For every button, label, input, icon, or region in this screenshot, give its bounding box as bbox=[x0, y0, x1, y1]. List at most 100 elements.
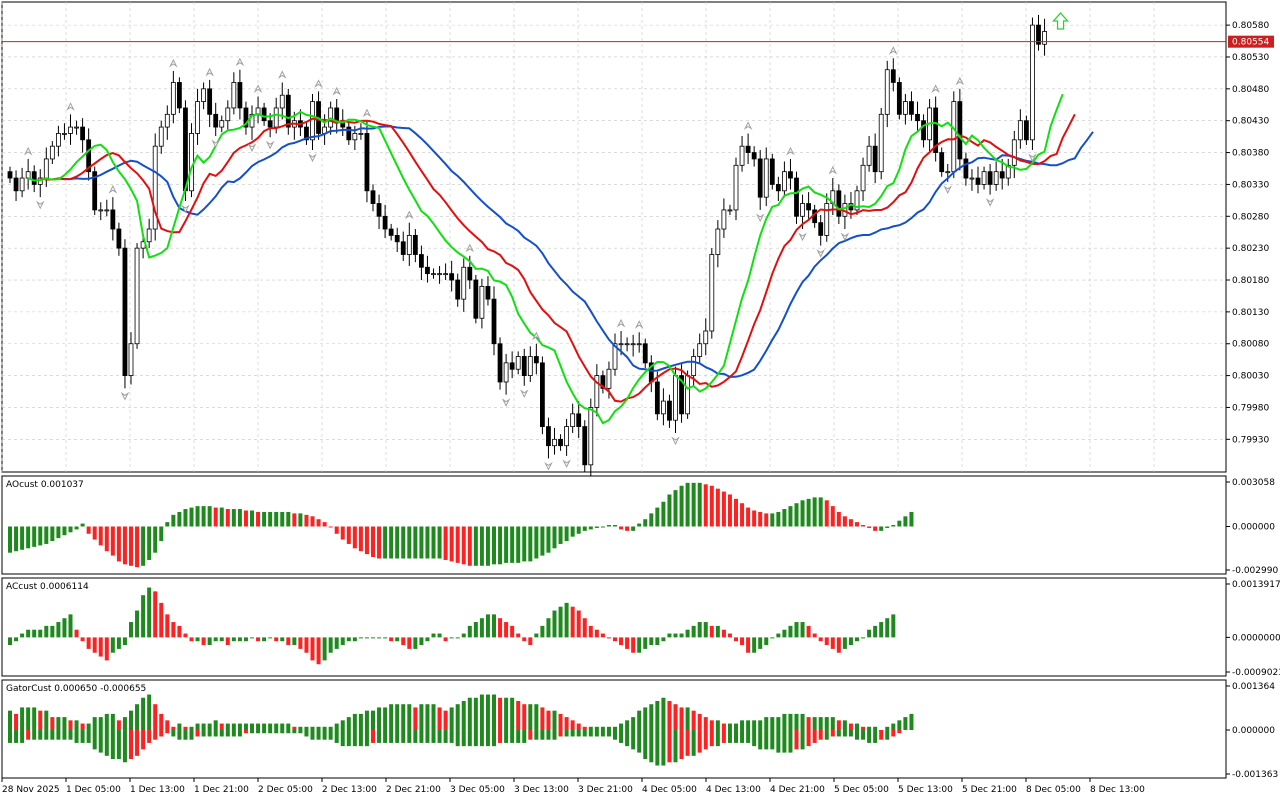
pane-frame bbox=[1, 475, 1227, 575]
candle-body bbox=[152, 145, 158, 230]
gator-upper-bar bbox=[340, 720, 345, 731]
osc-bar bbox=[316, 519, 321, 527]
candle-body bbox=[860, 164, 866, 192]
osc-bar bbox=[782, 629, 787, 638]
candle-body bbox=[346, 126, 352, 141]
y-tick-label: 0.80580 bbox=[1232, 21, 1269, 31]
osc-bar bbox=[727, 633, 732, 638]
gator-lower-bar bbox=[734, 730, 738, 743]
time-tick-label: 1 Dec 21:00 bbox=[194, 785, 249, 795]
candle-body bbox=[364, 133, 370, 192]
gator-upper-bar bbox=[758, 720, 763, 731]
candle-body bbox=[479, 285, 485, 319]
gator-upper-bar bbox=[794, 713, 799, 731]
gator-lower-bar bbox=[510, 730, 515, 743]
gator-upper-bar bbox=[782, 713, 787, 731]
osc-bar bbox=[740, 503, 745, 527]
ac-indicator-pane[interactable]: 0.0013917 0.0000000 -0.0009023 ACcust 0.000… bbox=[1, 577, 1280, 678]
osc-bar bbox=[558, 526, 563, 544]
osc-bar bbox=[340, 526, 345, 540]
gator-lower-bar bbox=[80, 730, 85, 743]
gator-upper-bar bbox=[225, 723, 230, 731]
candle-body bbox=[261, 107, 267, 122]
gator-lower-bar bbox=[461, 730, 466, 747]
osc-bar bbox=[619, 526, 624, 530]
ao-indicator-pane[interactable]: 0.003058 0.000000 -0.002990 AOcust 0.001037 bbox=[1, 475, 1278, 576]
gator-upper-bar bbox=[243, 723, 248, 731]
osc-bar bbox=[443, 526, 448, 560]
gator-lower-bar bbox=[782, 730, 787, 753]
osc-bar bbox=[50, 625, 55, 638]
gator-upper-bar bbox=[891, 723, 896, 731]
candle-body bbox=[818, 222, 824, 236]
candle-body bbox=[358, 133, 364, 135]
gator-lower-bar bbox=[606, 730, 611, 737]
osc-bar bbox=[637, 523, 642, 527]
candle-body bbox=[267, 120, 273, 128]
fractal-down-icon bbox=[247, 143, 257, 152]
osc-bar bbox=[135, 526, 140, 568]
osc-bar bbox=[727, 494, 732, 527]
gator-lower-bar bbox=[183, 730, 188, 740]
osc-bar bbox=[794, 622, 799, 638]
gator-lower-bar bbox=[92, 730, 97, 750]
gator-lower-bar bbox=[304, 730, 309, 737]
candle-body bbox=[721, 209, 727, 230]
osc-bar bbox=[74, 526, 79, 530]
gator-upper-bar bbox=[885, 726, 890, 731]
gator-upper-bar bbox=[346, 717, 351, 731]
fractal-down-icon bbox=[798, 232, 807, 242]
candle-body bbox=[231, 82, 237, 109]
candle-body bbox=[667, 400, 672, 421]
osc-bar bbox=[159, 526, 164, 542]
osc-bar bbox=[219, 637, 224, 642]
gator-indicator-pane[interactable]: 0.001364 0.000000 -0.001363 GatorCust 0.000… bbox=[1, 679, 1278, 780]
osc-bar bbox=[116, 637, 121, 649]
osc-bar bbox=[298, 637, 303, 649]
candle-body bbox=[800, 203, 805, 217]
candle-body bbox=[176, 82, 182, 109]
osc-bar bbox=[256, 637, 261, 642]
gator-lower-bar bbox=[250, 730, 254, 734]
gator-upper-bar bbox=[867, 726, 872, 731]
y-tick-label: 0.80380 bbox=[1232, 149, 1269, 159]
osc-bar bbox=[848, 519, 853, 527]
osc-bar bbox=[582, 526, 587, 531]
osc-bar bbox=[655, 637, 660, 646]
osc-bar bbox=[746, 637, 751, 653]
osc-bar bbox=[104, 637, 109, 661]
gator-lower-bar bbox=[564, 730, 569, 737]
candle-body bbox=[455, 279, 461, 300]
osc-bar bbox=[576, 610, 581, 638]
osc-bar bbox=[177, 511, 182, 527]
osc-bar bbox=[316, 637, 321, 665]
candle-body bbox=[56, 133, 61, 147]
osc-bar bbox=[485, 526, 490, 566]
main-price-pane[interactable]: 0.80580 0.80530 0.80480 0.80430 0.80380 0.803… bbox=[1, 1, 1274, 490]
gator-upper-bar bbox=[419, 704, 424, 731]
candle-body bbox=[921, 120, 926, 141]
osc-bar bbox=[449, 526, 454, 562]
gator-upper-bar bbox=[685, 707, 690, 731]
osc-bar bbox=[861, 637, 866, 639]
gator-lower-bar bbox=[286, 730, 291, 734]
osc-bar bbox=[528, 637, 533, 646]
osc-bar bbox=[606, 525, 611, 527]
gator-upper-bar bbox=[135, 704, 140, 731]
gator-upper-bar bbox=[352, 713, 357, 731]
gator-lower-bar bbox=[570, 730, 575, 737]
osc-bar bbox=[56, 526, 61, 539]
osc-bar bbox=[310, 516, 315, 527]
gator-lower-bar bbox=[764, 730, 769, 750]
gator-upper-bar bbox=[280, 723, 285, 731]
osc-bar bbox=[824, 637, 829, 646]
osc-bar bbox=[848, 637, 853, 646]
candle-body bbox=[570, 413, 576, 427]
osc-bar bbox=[455, 637, 460, 639]
osc-bar bbox=[171, 514, 176, 527]
gator-upper-bar bbox=[909, 713, 914, 731]
osc-bar bbox=[812, 633, 817, 638]
gator-lower-bar bbox=[818, 730, 823, 740]
gator-upper-bar bbox=[625, 720, 630, 731]
